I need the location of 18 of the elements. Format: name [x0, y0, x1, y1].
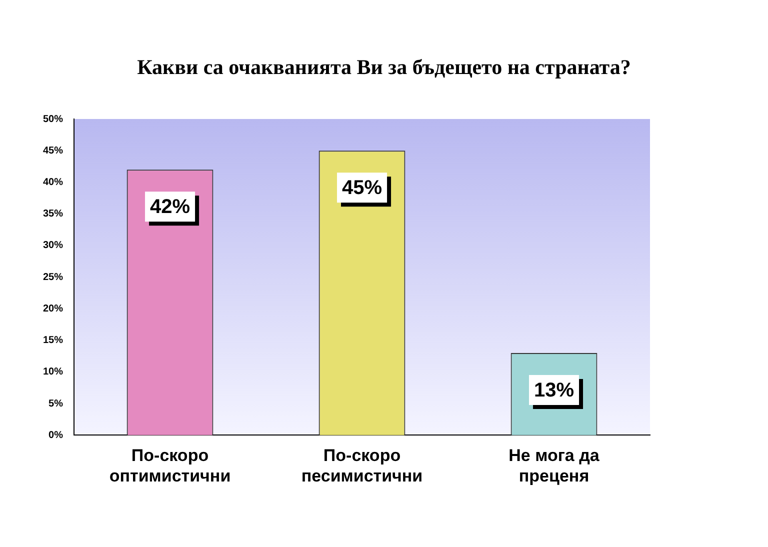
- y-tick-label: 30%: [43, 240, 64, 252]
- y-tick-label: 25%: [43, 272, 64, 283]
- x-tick-label: По-скоро оптимистични: [109, 446, 231, 486]
- y-tick-label: 0%: [48, 430, 64, 441]
- x-tick-label: По-скоро песимистични: [301, 446, 423, 486]
- chart-title: Какви са очакванията Ви за бъдещето на страната?: [136, 55, 632, 80]
- data-label: 13%: [534, 380, 574, 402]
- data-label: 42%: [150, 196, 190, 218]
- y-tick-label: 10%: [43, 366, 64, 378]
- y-tick-label: 20%: [43, 303, 64, 314]
- y-tick-label: 35%: [43, 208, 64, 220]
- y-tick-label: 50%: [43, 114, 64, 125]
- x-tick-label: Не мога да преценя: [508, 446, 600, 486]
- y-tick-label: 40%: [43, 176, 64, 188]
- data-label: 45%: [342, 177, 382, 200]
- y-tick-label: 5%: [48, 398, 64, 410]
- y-tick-label: 45%: [43, 145, 64, 156]
- y-tick-label: 15%: [43, 335, 64, 346]
